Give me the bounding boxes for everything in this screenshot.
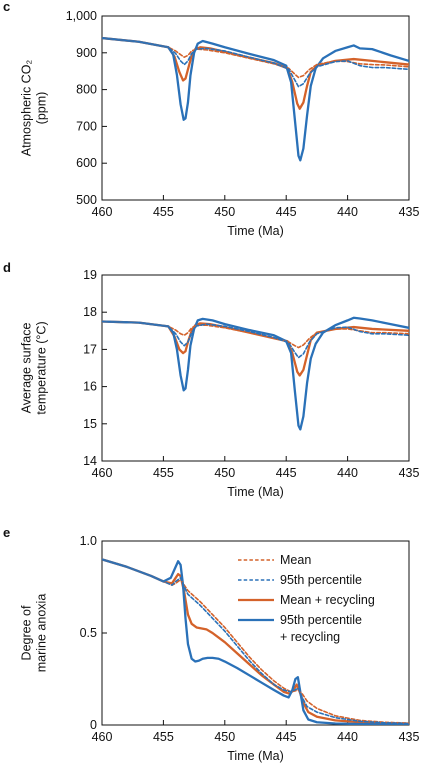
x-tick-label: 455: [153, 205, 174, 219]
y-axis-label-line: Average surface: [20, 323, 34, 414]
y-axis-label: Atmospheric CO₂(ppm): [20, 60, 49, 157]
y-tick-label: 500: [76, 193, 97, 207]
x-tick-label: 455: [153, 466, 174, 480]
y-axis-label-line: Atmospheric CO₂: [20, 60, 34, 157]
series-line-mean_recycling: [102, 320, 409, 377]
legend-label-p95_recycling: + recycling: [280, 630, 340, 644]
x-tick-label: 450: [214, 466, 235, 480]
series-line-mean: [102, 558, 409, 724]
series-line-mean: [102, 320, 409, 349]
plot-frame: [101, 540, 410, 726]
plot-frame: [101, 274, 410, 462]
x-axis-label: Time (Ma): [227, 224, 283, 238]
y-tick-label: 800: [76, 83, 97, 97]
y-tick-label: 700: [76, 119, 97, 133]
y-tick-label: 18: [83, 305, 97, 319]
y-axis-label-line: Degree of: [20, 605, 34, 660]
y-tick-label: 17: [83, 342, 97, 356]
x-tick-label: 450: [214, 205, 235, 219]
x-tick-label: 435: [399, 730, 420, 744]
series-line-p95_recycling: [102, 36, 409, 162]
y-axis-label: Average surfacetemperature (°C): [20, 321, 49, 414]
x-tick-label: 445: [276, 730, 297, 744]
y-tick-label: 0: [90, 718, 97, 732]
panel-letter: d: [3, 260, 11, 275]
x-tick-label: 455: [153, 730, 174, 744]
x-tick-label: 435: [399, 205, 420, 219]
y-axis-label: Degree ofmarine anoxia: [20, 594, 49, 673]
y-tick-label: 15: [83, 417, 97, 431]
series-group: [102, 316, 409, 431]
x-tick-label: 445: [276, 205, 297, 219]
series-line-p95: [102, 320, 409, 359]
x-tick-label: 435: [399, 466, 420, 480]
y-axis-label-line: marine anoxia: [35, 594, 49, 673]
x-axis-label: Time (Ma): [227, 749, 283, 763]
panel-c-co2-chart: c 460 455 450 445 440 435 500 600 700 800 900 1,000 T…: [3, 0, 419, 238]
y-tick-label: 16: [83, 380, 97, 394]
x-tick-label: 460: [92, 466, 113, 480]
series-line-p95: [102, 558, 409, 725]
x-axis-label: Time (Ma): [227, 485, 283, 499]
y-tick-label: 900: [76, 46, 97, 60]
series-group: [102, 36, 409, 162]
x-tick-label: 460: [92, 205, 113, 219]
x-tick-label: 450: [214, 730, 235, 744]
legend-label-p95: 95th percentile: [280, 573, 362, 587]
legend-label-p95_recycling: 95th percentile: [280, 613, 362, 627]
y-tick-label: 19: [83, 268, 97, 282]
series-line-p95_recycling: [102, 316, 409, 431]
y-tick-label: 0.5: [80, 626, 97, 640]
plot-frame: [101, 15, 410, 201]
x-tick-label: 440: [337, 205, 358, 219]
y-tick-label: 600: [76, 156, 97, 170]
panel-d-temperature-chart: d 460 455 450 445 440 435 14 15 16 17 18 19 Time (Ma)…: [3, 260, 419, 499]
legend-label-mean_recycling: Mean + recycling: [280, 593, 375, 607]
y-tick-label: 14: [83, 454, 97, 468]
panel-letter: c: [3, 0, 10, 14]
y-tick-label: 1,000: [66, 9, 97, 23]
panel-letter: e: [3, 525, 10, 540]
panel-e-anoxia-chart: e 460 455 450 445 440 435 0 0.5 1.0 Time (Ma) Degre…: [3, 525, 419, 763]
y-tick-label: 1.0: [80, 534, 97, 548]
legend-label-mean: Mean: [280, 553, 311, 567]
series-line-p95: [102, 37, 409, 88]
series-group: [102, 558, 409, 725]
series-line-p95_recycling: [102, 558, 409, 725]
x-tick-label: 445: [276, 466, 297, 480]
y-axis-label-line: temperature (°C): [35, 321, 49, 414]
x-tick-label: 440: [337, 466, 358, 480]
y-axis-label-line: (ppm): [35, 92, 49, 125]
series-line-mean_recycling: [102, 558, 409, 725]
x-tick-label: 440: [337, 730, 358, 744]
x-tick-label: 460: [92, 730, 113, 744]
